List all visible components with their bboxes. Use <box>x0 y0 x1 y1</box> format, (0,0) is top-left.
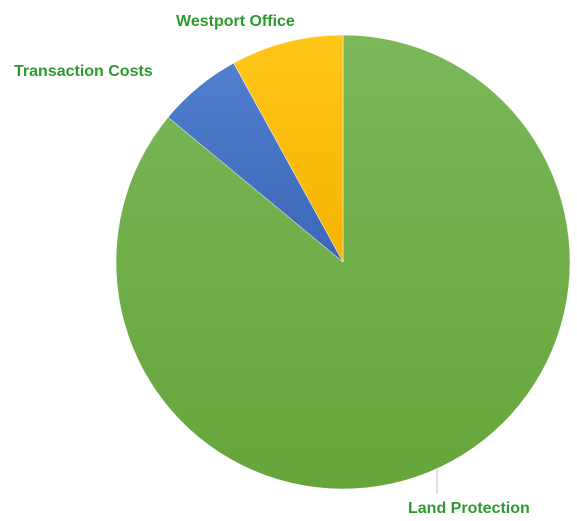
slice-label-transaction-costs: Transaction Costs <box>14 63 153 80</box>
slice-label-westport-office: Westport Office <box>176 13 295 30</box>
slice-label-land-protection: Land Protection <box>408 500 530 517</box>
pie-slice-westport-office <box>233 34 344 263</box>
pie-slices <box>115 34 571 490</box>
